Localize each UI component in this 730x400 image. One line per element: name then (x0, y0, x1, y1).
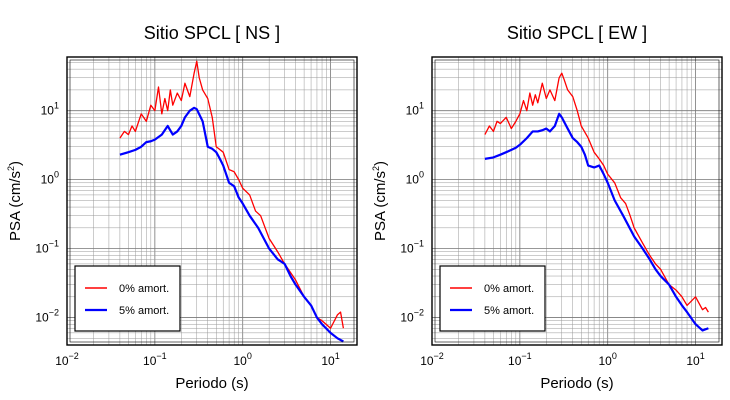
legend-box (439, 265, 546, 332)
y-axis-label: PSA (cm/s2) (371, 161, 389, 241)
x-tick-label: 100 (599, 351, 617, 368)
legend: 0% amort. 5% amort. (74, 265, 181, 332)
x-tick-label: 101 (686, 351, 704, 368)
y-tick-label: 101 (41, 101, 59, 118)
x-tick-label: 101 (321, 351, 339, 368)
x-tick-label: 10−1 (143, 351, 167, 368)
plot-frame-inner (434, 59, 720, 343)
chart-title: Sitio SPCL [ EW ] (507, 23, 647, 43)
y-tick-label: 10−1 (35, 239, 59, 256)
x-axis-label: Periodo (s) (540, 375, 613, 392)
chart-panel-1: 10−2 10−1 100 101 10−2 10−1 100 101 Sitio SPCL [… (6, 23, 358, 392)
x-tick-label: 100 (234, 351, 252, 368)
legend-label: 5% amort. (119, 305, 169, 317)
x-tick-label: 10−2 (420, 351, 444, 368)
series-line-5pct (119, 106, 344, 343)
x-tick-label: 10−1 (508, 351, 532, 368)
series-line-0pct (484, 72, 709, 313)
plot-frame-inner (69, 59, 355, 343)
y-axis-label: PSA (cm/s2) (6, 161, 24, 241)
plot-frame (431, 56, 723, 346)
y-tick-label: 10−2 (400, 308, 424, 325)
x-axis-label: Periodo (s) (175, 375, 248, 392)
y-tick-label: 10−1 (400, 239, 424, 256)
y-tick-label: 10−2 (35, 308, 59, 325)
y-tick-label: 101 (406, 101, 424, 118)
chart-title: Sitio SPCL [ NS ] (144, 23, 280, 43)
legend-label: 0% amort. (484, 283, 534, 295)
series-line-0pct (119, 60, 345, 329)
legend-label: 5% amort. (484, 305, 534, 317)
plot-frame (66, 56, 358, 346)
legend-box (74, 265, 181, 332)
legend-label: 0% amort. (119, 283, 169, 295)
legend: 0% amort. 5% amort. (439, 265, 546, 332)
chart-panel-2: 10−2 10−1 100 101 10−2 10−1 100 101 Sitio SPCL [… (371, 23, 723, 392)
grid (67, 57, 357, 345)
series-line-5pct (484, 112, 709, 332)
y-tick-label: 100 (406, 170, 424, 187)
x-tick-label: 10−2 (55, 351, 79, 368)
y-tick-label: 100 (41, 170, 59, 187)
